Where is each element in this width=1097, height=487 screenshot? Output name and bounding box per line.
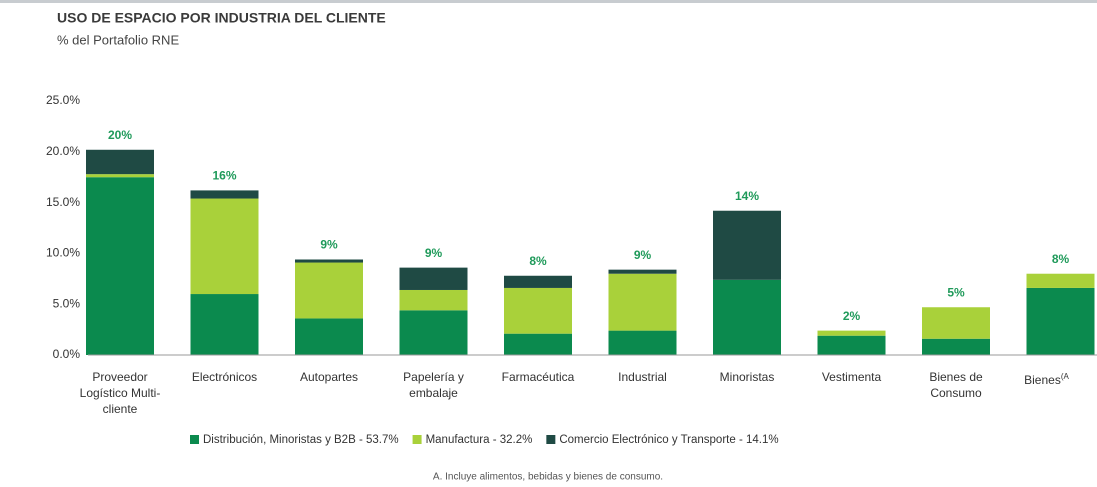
bar-segment [295,262,363,319]
total-label: 8% [529,254,547,268]
chart-subtitle: % del Portafolio RNE [57,32,179,47]
x-tick-label: Autopartes [279,369,379,385]
total-label: 9% [634,248,652,262]
bar-segment [504,333,572,355]
bar-segment [399,289,468,311]
bar-segment [86,177,154,355]
category: Vestimenta [821,370,882,384]
x-tick-label: Electrónicos [175,369,275,385]
bar-segment [86,149,154,175]
chart-title: USO DE ESPACIO POR INDUSTRIA DEL CLIENTE [57,10,386,26]
category: Farmacéutica [501,370,575,384]
bar-segment [190,198,259,295]
x-tick-label: Farmacéutica [488,369,588,385]
y-tick-label: 20.0% [46,144,80,158]
bar-segment [190,190,259,199]
legend-label: Distribución, Minoristas y B2B - 53.7% [203,434,399,446]
category: Electrónicos [191,370,258,384]
bar-segment [817,335,886,355]
y-tick-label: 10.0% [46,246,80,260]
x-tick-label: Minoristas [697,369,797,385]
category: Proveedor Logístico Multi-cliente [79,370,161,416]
total-label: 20% [108,128,132,142]
bar-segment [1026,287,1095,355]
bar-segment [504,275,572,288]
bar-segment [399,267,468,290]
x-tick-label: Bienes de Consumo [906,369,1006,401]
bar-segment [608,330,677,355]
bar-segment [86,174,154,178]
total-label: 8% [1052,252,1070,266]
bar-segment [504,287,572,334]
y-tick-label: 15.0% [46,195,80,209]
note-marker: (A [1060,372,1069,381]
legend-swatch [546,435,556,444]
x-tick-label: Vestimenta [802,369,902,385]
y-tick-label: 25.0% [46,93,80,107]
x-tick-label: Bienes(A [999,369,1095,388]
category: Industrial [618,370,667,384]
x-tick-label: Proveedor Logístico Multi-cliente [70,369,170,417]
bar-segment [817,330,886,336]
category: Autopartes [299,370,359,384]
bar-segment [713,279,781,355]
total-label: 9% [425,246,443,260]
footnote: A. Incluye alimentos, bebidas y bienes d… [433,472,663,483]
bar-segment [608,273,677,331]
legend-swatch [190,435,199,444]
bar-segment [922,307,990,339]
total-label: 5% [947,285,965,299]
total-label: 14% [735,189,759,203]
bar-segment [295,318,363,355]
category: Papelería y embalaje [403,370,464,400]
bar-segment [608,269,677,274]
total-label: 9% [320,238,338,252]
category: Bienes de Consumo [929,370,983,400]
total-label: 2% [843,309,861,323]
legend-label: Comercio Electrónico y Transporte - 14.1… [559,434,778,446]
category: Bienes [1024,373,1061,387]
bar-segment [1026,273,1095,288]
legend-swatch [412,435,422,444]
x-tick-label: Industrial [593,369,693,385]
top-border [0,0,1097,3]
bar-segment [713,210,781,280]
bar-segment [295,259,363,263]
total-label: 16% [212,169,236,183]
y-tick-label: 5.0% [53,296,81,310]
x-tick-label: Papelería y embalaje [384,369,484,401]
category: Minoristas [719,370,775,384]
legend-label: Manufactura - 32.2% [426,434,533,446]
bar-segment [190,294,259,355]
y-tick-label: 0.0% [53,347,81,361]
bar-segment [399,310,468,355]
bar-segment [922,338,990,355]
